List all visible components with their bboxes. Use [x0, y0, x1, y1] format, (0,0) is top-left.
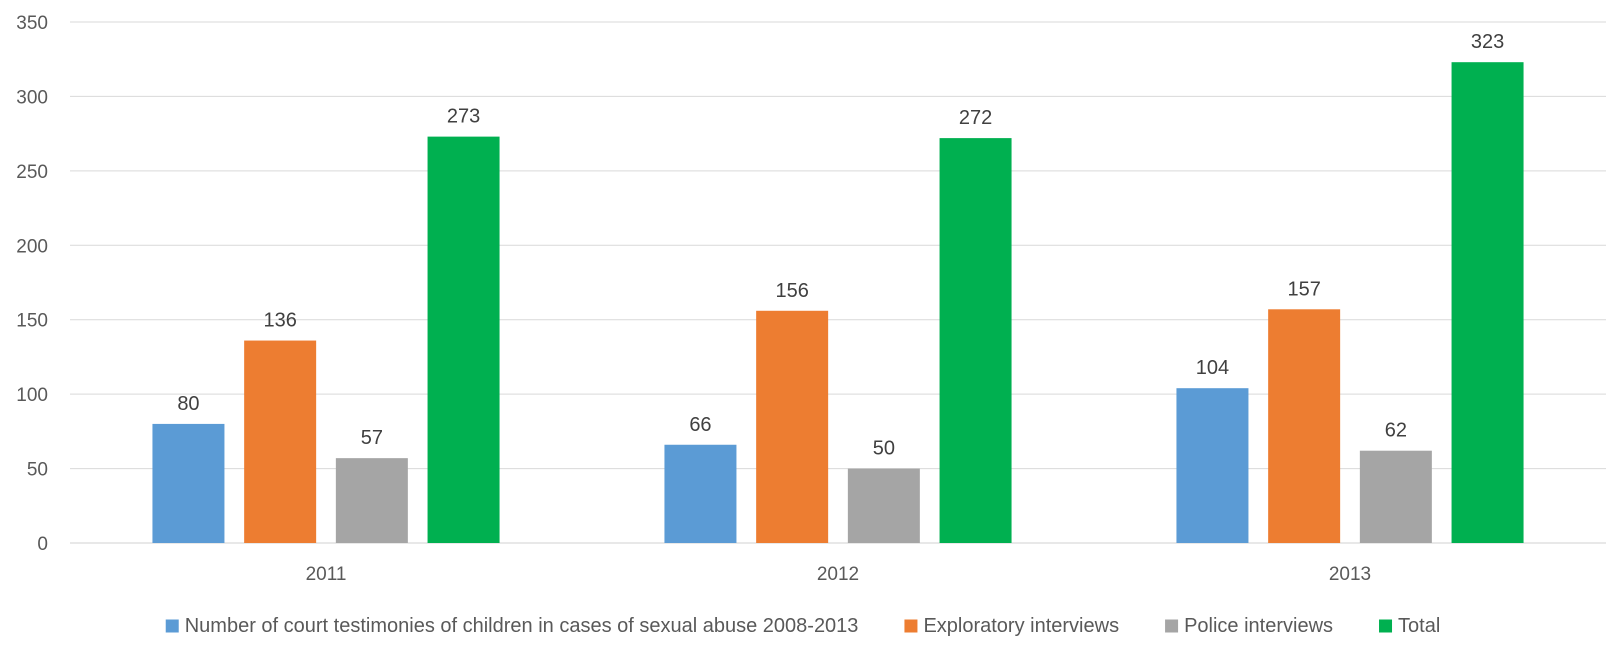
data-label: 66 — [689, 414, 711, 436]
y-tick-label: 150 — [16, 311, 48, 332]
bar — [847, 468, 920, 543]
x-tick-label: 2011 — [306, 564, 347, 585]
data-label: 156 — [775, 280, 808, 302]
bar — [756, 310, 829, 543]
bar — [244, 340, 317, 543]
legend-label: Total — [1398, 615, 1440, 637]
y-tick-label: 50 — [27, 460, 48, 481]
y-tick-label: 100 — [16, 385, 48, 406]
legend-label: Exploratory interviews — [923, 615, 1119, 637]
legend-label: Number of court testimonies of children … — [185, 615, 859, 637]
y-tick-label: 0 — [37, 534, 48, 555]
bar — [1176, 388, 1249, 543]
bar — [427, 136, 500, 543]
data-label: 157 — [1287, 278, 1320, 300]
bar — [1268, 309, 1341, 543]
data-label: 62 — [1385, 420, 1407, 442]
data-label: 104 — [1196, 357, 1229, 379]
bar — [1359, 450, 1432, 543]
legend-swatch — [165, 619, 179, 633]
data-label: 57 — [361, 427, 383, 449]
data-label: 50 — [873, 438, 895, 460]
data-label: 272 — [959, 107, 992, 129]
y-tick-label: 200 — [16, 236, 48, 257]
data-label: 80 — [177, 393, 199, 415]
legend-label: Police interviews — [1184, 615, 1333, 637]
bar — [152, 423, 225, 543]
legend-swatch — [904, 619, 918, 633]
y-tick-label: 350 — [16, 13, 48, 34]
bar — [939, 138, 1012, 543]
data-label: 136 — [263, 310, 296, 332]
x-tick-label: 2012 — [817, 564, 859, 585]
y-tick-label: 250 — [16, 162, 48, 183]
bar — [335, 458, 408, 543]
x-tick-label: 2013 — [1329, 564, 1371, 585]
data-label: 273 — [447, 106, 480, 128]
y-tick-label: 300 — [16, 87, 48, 108]
bar — [1451, 62, 1524, 543]
legend-swatch — [1165, 619, 1179, 633]
data-label: 323 — [1471, 31, 1504, 53]
bar — [664, 444, 737, 543]
legend-swatch — [1379, 619, 1393, 633]
